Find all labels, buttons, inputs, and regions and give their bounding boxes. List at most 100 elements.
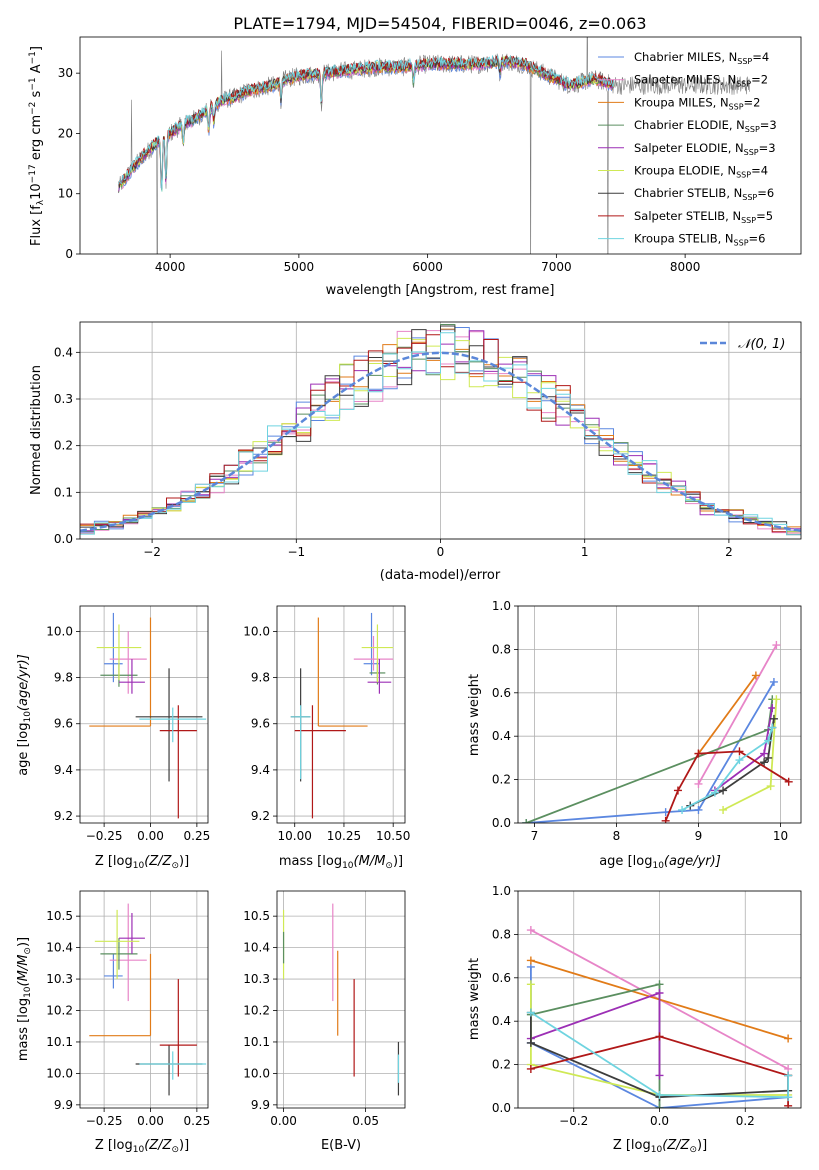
massweight-vs-age-panel: 7 8 9 10 0.0 0.2 0.4 0.6 0.8 1.0 [492,599,802,843]
legend-entry-value: =4 [751,164,768,178]
x-tick-label: 1 [581,545,589,559]
massweight-marker [735,756,744,765]
x-tick-label: 8 [613,829,621,843]
mass-z-xlabel: Z [log10(Z/Z⊙)] [95,1138,189,1155]
legend-entry: Chabrier STELIB, NSSP=6 [634,186,774,202]
y-tick-label: 10.5 [46,909,73,923]
figure-title: PLATE=1794, MJD=54504, FIBERID=0046, z=0… [233,14,646,33]
massweight-marker [655,980,664,989]
residual-histogram-panel: −2 −1 0 1 2 0.0 0.1 0.2 0.3 0.4 [54,321,802,559]
y-tick-label: 0.6 [492,971,511,985]
x-tick-label: 0 [437,545,445,559]
massweight-marker [764,736,773,745]
legend-entry-sub: SSP [742,193,757,202]
legend-entry-label: Salpeter STELIB, N [634,209,741,223]
legend-entry: Kroupa MILES, NSSP=2 [634,95,760,111]
x-tick-label: 0.25 [184,829,211,843]
legend-entry-value: =3 [759,141,776,155]
axes-frame [79,36,802,255]
y-tick-label: 0.4 [492,729,511,743]
legend-entry-value: =3 [760,118,777,132]
x-tick-label: 8000 [670,260,701,274]
x-tick-label: 0.00 [137,1114,164,1128]
y-tick-label: 10.1 [243,1035,270,1049]
legend-entry: Salpeter STELIB, NSSP=5 [634,209,773,225]
y-tick-label: 9.6 [251,717,270,731]
x-tick-label: −0.2 [559,1114,588,1128]
massweight-marker [522,819,531,823]
massweight-marker [751,671,760,680]
y-tick-label: 10.5 [243,909,270,923]
y-tick-label: 0.2 [492,773,511,787]
massweight-marker [661,816,670,823]
legend-entry: Chabrier MILES, NSSP=4 [634,50,769,66]
massweight-marker [719,805,728,814]
massweight-marker [772,695,781,704]
massweight-marker [769,714,778,723]
y-tick-label: 10.4 [243,941,270,955]
x-tick-label: 10.25 [327,829,361,843]
y-tick-label: 10.1 [46,1035,73,1049]
massweight-marker [784,1034,793,1043]
y-tick-label: 0.0 [492,1101,511,1115]
x-tick-label: 0.2 [736,1114,755,1128]
y-tick-label: 10.0 [243,624,270,638]
x-tick-label: 0.00 [270,1114,297,1128]
spectrum-ylabel: Flux [fλ10−17 erg cm−2 s−1 A−1] [28,46,46,246]
age-mass-xlabel: mass [log10(M/M⊙)] [279,854,403,871]
legend-entry: Salpeter MILES, NSSP=2 [634,73,768,89]
plot-area [80,324,801,536]
plot-area [290,612,394,819]
y-tick-label: 9.9 [251,1098,270,1112]
spectrum-xlabel: wavelength [Angstrom, rest frame] [326,283,555,298]
legend-entry-label: Chabrier MILES, N [634,50,737,64]
age-ylabel: age [log10(age/yr)] [16,654,33,776]
legend-entry-sub: SSP [741,216,756,225]
y-tick-label: 9.2 [251,809,270,823]
legend-entry-sub: SSP [736,171,751,180]
axes-frame [79,321,802,540]
legend-entry-value: =6 [757,186,774,200]
massweight-line [697,674,757,755]
legend-entry-sub: SSP [745,125,760,134]
massweight-marker [655,1032,664,1041]
x-tick-label: 7000 [541,260,572,274]
histogram-step-line [80,332,801,536]
axes-frame [517,605,802,824]
axes-frame [79,605,209,824]
axes-frame [276,890,406,1109]
x-tick-label: 0.25 [184,1114,211,1128]
y-tick-label: 10.2 [243,1004,270,1018]
legend-entry-label: Chabrier STELIB, N [634,186,742,200]
x-tick-label: 4000 [155,260,186,274]
y-tick-label: 20 [58,126,73,140]
massweight-marker [655,1071,664,1080]
massweight-marker [694,749,703,758]
y-tick-label: 10.0 [46,624,73,638]
legend-entry-value: =2 [744,95,761,109]
axes-frame [517,890,802,1109]
massweight-marker [710,788,719,797]
massweight-line [526,681,775,823]
massweight-line [697,644,778,785]
mass-ylabel: mass [log10(M/M⊙)] [16,937,33,1061]
y-tick-label: 30 [58,66,73,80]
massweight-marker [694,805,703,814]
hist-ylabel: Normed distribution [29,365,44,495]
x-tick-label: 2 [725,545,733,559]
massweight-z-ylabel: mass weight [467,958,482,1040]
massweight-marker [655,988,664,997]
massweight-marker [784,1101,793,1108]
y-tick-label: 0.4 [54,345,73,359]
x-tick-label: 7 [531,829,539,843]
y-tick-label: 0.4 [492,1014,511,1028]
legend-entry-value: =5 [756,209,773,223]
massweight-marker [769,677,778,686]
age-vs-mass-panel: 10.00 10.25 10.50 9.2 9.4 9.6 9.8 10.0 [243,605,410,843]
massweight-marker [526,956,535,965]
massweight-marker [768,723,777,732]
plot-area [118,37,750,254]
massweight-marker [760,758,769,767]
